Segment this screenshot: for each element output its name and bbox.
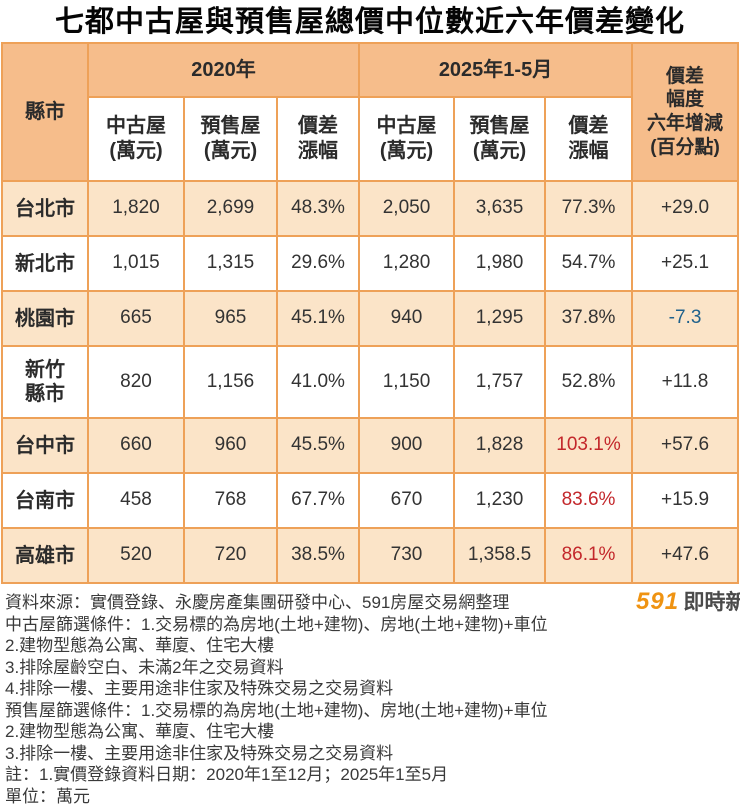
city-name: 台北市 [0,180,89,237]
cell-value: +29.0 [631,180,740,237]
footnote-line: 註：1.實價登錄資料日期：2020年1至12月；2025年1至5月 [5,765,449,784]
footnote-line: 3.排除一樓、主要用途非住家及特殊交易之交易資料 [5,743,394,763]
city-name: 高雄市 [0,527,89,584]
cell-value: 77.3% [544,180,634,237]
cell-value: 1,295 [453,290,547,347]
cell-value: 820 [86,345,185,419]
group-header-2020: 2020年 [86,42,361,98]
cell-value: +47.6 [631,527,740,584]
city-name: 新竹 縣市 [0,345,89,419]
footnote-line: 中古屋篩選條件：1.交易標的為房地(土地+建物)、房地(土地+建物)+車位 [5,614,548,634]
cell-value-highlight: 83.6% [544,472,634,529]
cell-value: 29.6% [275,235,361,292]
cell-value-negative: -7.3 [631,290,740,347]
cell-value: 1,757 [453,345,547,419]
price-comparison-table: 縣市 2020年 2025年1-5月 價差 幅度 六年增減 (百分點) 中古屋 … [0,42,740,584]
cell-value: 458 [86,472,185,529]
table-row-newtaipei: 新北市 1,015 1,315 29.6% 1,280 1,980 54.7% … [0,235,740,292]
cell-value: 48.3% [275,180,361,237]
table-row-hsinchu: 新竹 縣市 820 1,156 41.0% 1,150 1,757 52.8% … [0,345,740,419]
cell-value: 520 [86,527,185,584]
footnotes: 資料來源：實價登錄、永慶房產集團研發中心、591房屋交易網整理 中古屋篩選條件：… [0,584,740,807]
footnote-line: 2.建物型態為公寓、華廈、住宅大樓 [5,636,275,655]
cell-value: 45.1% [275,290,361,347]
cell-value: 660 [86,417,185,474]
table-row-kaohsiung: 高雄市 520 720 38.5% 730 1,358.5 86.1% +47.… [0,527,740,584]
brand-watermark: 591 即時新聞 [636,589,740,618]
cell-value: 1,156 [182,345,278,419]
group-header-2025: 2025年1-5月 [358,42,634,98]
column-header-2025-used: 中古屋 (萬元) [358,96,456,182]
brand-label: 即時新聞 [683,591,740,614]
column-header-2020-gap: 價差 漲幅 [275,96,361,182]
cell-value: 1,820 [86,180,185,237]
column-header-2020-presale: 預售屋 (萬元) [182,96,278,182]
column-header-gap-change: 價差 幅度 六年增減 (百分點) [631,42,740,182]
city-name: 台中市 [0,417,89,474]
cell-value: 2,699 [182,180,278,237]
cell-value: 1,980 [453,235,547,292]
table-row-taipei: 台北市 1,820 2,699 48.3% 2,050 3,635 77.3% … [0,180,740,237]
footnote-line: 4.排除一樓、主要用途非住家及特殊交易之交易資料 [5,679,394,698]
brand-logo-591: 591 [636,588,680,615]
city-name: 台南市 [0,472,89,529]
cell-value: 1,150 [358,345,456,419]
cell-value: 54.7% [544,235,634,292]
cell-value: 1,015 [86,235,185,292]
page-title: 七都中古屋與預售屋總價中位數近六年價差變化 [54,6,685,38]
cell-value: 1,315 [182,235,278,292]
cell-value-highlight: 103.1% [544,417,634,474]
footnote-line: 2.建物型態為公寓、華廈、住宅大樓 [5,722,275,741]
cell-value: 52.8% [544,345,634,419]
table-row-taichung: 台中市 660 960 45.5% 900 1,828 103.1% +57.6 [0,417,740,474]
cell-value: 1,828 [453,417,547,474]
cell-value: 45.5% [275,417,361,474]
cell-value: 900 [358,417,456,474]
cell-value: 665 [86,290,185,347]
cell-value: 2,050 [358,180,456,237]
column-header-2025-gap: 價差 漲幅 [544,96,634,182]
cell-value: +11.8 [631,345,740,419]
cell-value: 940 [358,290,456,347]
cell-value: 768 [182,472,278,529]
footnote-line: 預售屋篩選條件：1.交易標的為房地(土地+建物)、房地(土地+建物)+車位 [5,700,548,720]
cell-value: 965 [182,290,278,347]
column-header-city: 縣市 [0,42,89,182]
column-header-2020-used: 中古屋 (萬元) [86,96,185,182]
cell-value: 1,230 [453,472,547,529]
cell-value: +15.9 [631,472,740,529]
cell-value: 3,635 [453,180,547,237]
cell-value: 720 [182,527,278,584]
cell-value: 38.5% [275,527,361,584]
cell-value: 37.8% [544,290,634,347]
cell-value: +57.6 [631,417,740,474]
city-name: 桃園市 [0,290,89,347]
cell-value: 1,358.5 [453,527,547,584]
cell-value: 960 [182,417,278,474]
city-name: 新北市 [0,235,89,292]
table-row-tainan: 台南市 458 768 67.7% 670 1,230 83.6% +15.9 [0,472,740,529]
footnote-line: 單位：萬元 [5,786,90,806]
cell-value: +25.1 [631,235,740,292]
cell-value: 670 [358,472,456,529]
cell-value: 730 [358,527,456,584]
cell-value: 67.7% [275,472,361,529]
footnote-line: 資料來源：實價登錄、永慶房產集團研發中心、591房屋交易網整理 [5,593,510,612]
table-row-taoyuan: 桃園市 665 965 45.1% 940 1,295 37.8% -7.3 [0,290,740,347]
cell-value: 41.0% [275,345,361,419]
cell-value-highlight: 86.1% [544,527,634,584]
cell-value: 1,280 [358,235,456,292]
column-header-2025-presale: 預售屋 (萬元) [453,96,547,182]
footnote-line: 3.排除屋齡空白、未滿2年之交易資料 [5,657,284,677]
